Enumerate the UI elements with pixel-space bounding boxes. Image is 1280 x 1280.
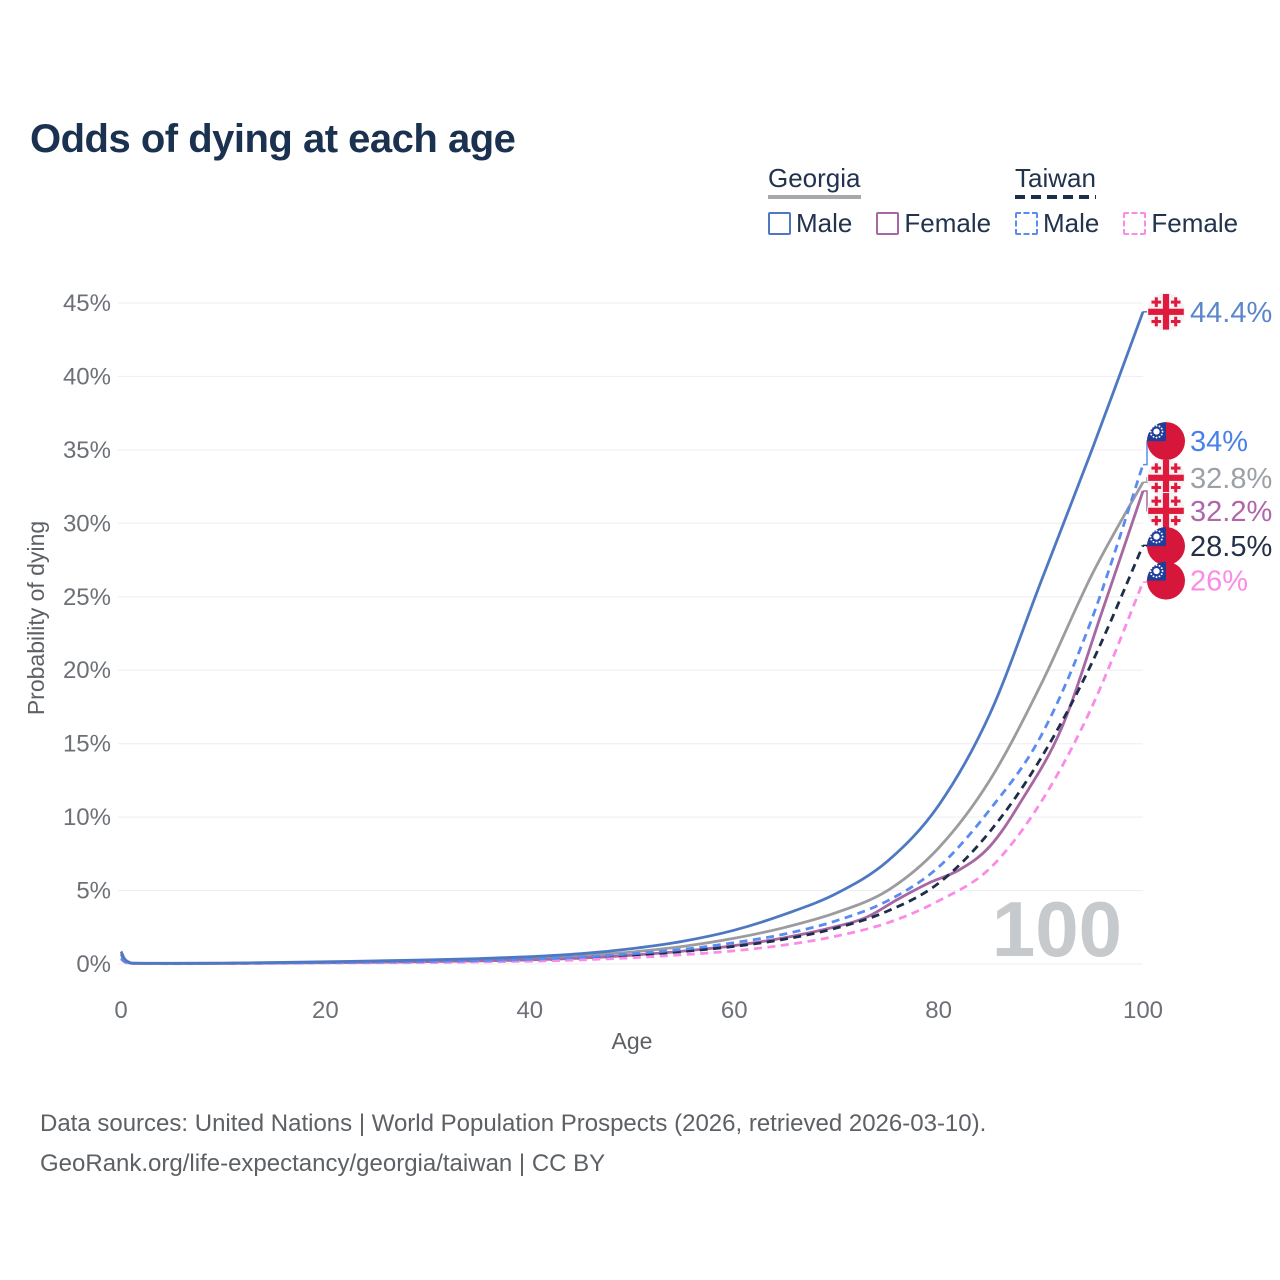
y-tick-label-10: 10% <box>63 804 111 831</box>
x-tick-label-20: 20 <box>312 997 339 1024</box>
legend-label-georgia-male: Male <box>796 208 853 238</box>
georgia-flag-icon <box>1147 458 1185 497</box>
series-line-taiwan <box>120 544 1145 965</box>
legend-item-georgia-female: Female <box>876 208 991 239</box>
georgia-flag-icon <box>1147 292 1185 331</box>
y-axis-title: Probability of dying <box>23 521 49 715</box>
y-tick-label-0: 0% <box>76 951 111 978</box>
legend-georgia-items: Male Female <box>768 208 991 239</box>
series-line-taiwan-female <box>120 581 1145 966</box>
x-tick-label-0: 0 <box>114 997 127 1024</box>
legend-label-georgia-female: Female <box>904 208 992 238</box>
end-label-taiwan-female: 26% <box>1190 566 1248 598</box>
end-label-taiwan: 28.5% <box>1190 531 1272 563</box>
series-line-georgia-female <box>119 490 1145 965</box>
y-tick-label-40: 40% <box>63 363 111 390</box>
series-line-georgia-male <box>119 311 1145 965</box>
x-tick-label-40: 40 <box>516 997 543 1024</box>
end-label-georgia: 32.8% <box>1190 463 1272 495</box>
y-tick-label-20: 20% <box>63 657 111 684</box>
y-tick-label-25: 25% <box>63 584 111 611</box>
x-axis-title: Age <box>612 1028 653 1054</box>
legend-georgia-line-swatch-icon <box>768 195 861 199</box>
end-label-georgia-female: 32.2% <box>1190 496 1272 528</box>
footer: Data sources: United Nations | World Pop… <box>40 1104 986 1184</box>
legend-taiwan-line-swatch-icon <box>1015 195 1096 199</box>
georgia-male-swatch-icon <box>768 212 791 235</box>
taiwan-flag-icon <box>1147 422 1185 461</box>
y-tick-label-5: 5% <box>76 878 111 905</box>
legend-georgia-name: Georgia <box>768 163 861 193</box>
x-tick-label-60: 60 <box>721 997 748 1024</box>
legend-taiwan-items: Male Female <box>1015 208 1238 239</box>
legend-georgia-header: Georgia <box>768 165 861 199</box>
legend-taiwan-header: Taiwan <box>1015 165 1096 199</box>
y-tick-label-45: 45% <box>63 290 111 317</box>
watermark-age-100: 100 <box>992 885 1122 973</box>
y-tick-label-35: 35% <box>63 437 111 464</box>
legend-group-georgia: Georgia Male Female <box>768 163 991 239</box>
taiwan-male-swatch-icon <box>1015 212 1038 235</box>
legend-item-georgia-male: Male <box>768 208 852 239</box>
taiwan-flag-icon <box>1147 527 1185 566</box>
x-tick-label-80: 80 <box>925 997 952 1024</box>
y-tick-label-30: 30% <box>63 510 111 537</box>
taiwan-flag-icon <box>1147 561 1185 600</box>
y-tick-label-15: 15% <box>63 731 111 758</box>
series-line-georgia <box>119 481 1145 965</box>
legend-group-taiwan: Taiwan Male Female <box>1015 163 1238 239</box>
georgia-flag-icon <box>1147 491 1185 530</box>
x-tick-label-100: 100 <box>1123 997 1163 1024</box>
legend-item-taiwan-male: Male <box>1015 208 1099 239</box>
footer-attribution: GeoRank.org/life-expectancy/georgia/taiw… <box>40 1150 606 1177</box>
footer-data-sources: Data sources: United Nations | World Pop… <box>40 1110 987 1137</box>
legend-label-taiwan-female: Female <box>1151 208 1239 238</box>
end-label-taiwan-male: 34% <box>1190 426 1248 458</box>
legend-label-taiwan-male: Male <box>1043 208 1100 238</box>
page-title: Odds of dying at each age <box>30 116 516 161</box>
legend-item-taiwan-female: Female <box>1123 208 1238 239</box>
legend-taiwan-name: Taiwan <box>1015 163 1096 193</box>
end-label-georgia-male: 44.4% <box>1190 297 1272 329</box>
taiwan-female-swatch-icon <box>1123 212 1147 235</box>
georgia-female-swatch-icon <box>876 212 900 235</box>
